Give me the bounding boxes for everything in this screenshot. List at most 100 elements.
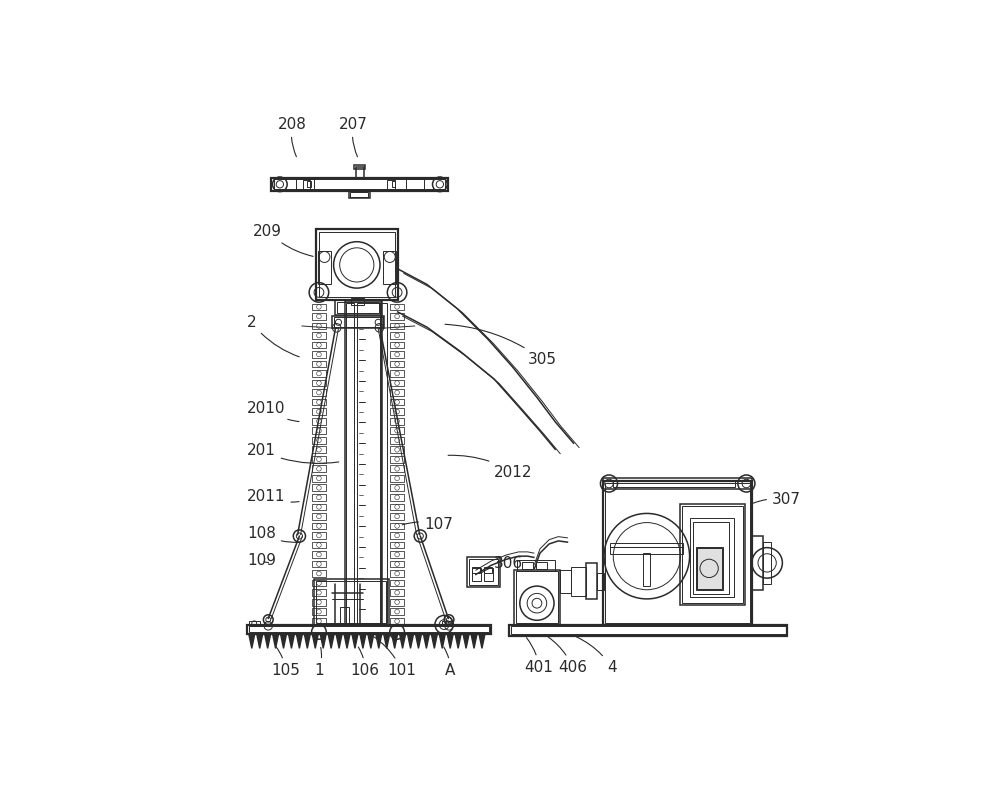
Bar [390, 551, 404, 558]
Bar [603, 478, 752, 489]
Bar [390, 523, 404, 529]
Polygon shape [296, 634, 302, 649]
Bar [274, 179, 445, 190]
Bar [312, 351, 326, 358]
Bar [390, 504, 404, 510]
Bar [643, 553, 650, 586]
Bar [467, 557, 500, 587]
Bar [603, 481, 752, 625]
Bar [337, 301, 379, 313]
Polygon shape [312, 634, 318, 649]
Text: 401: 401 [525, 638, 554, 675]
Bar [312, 504, 326, 510]
Polygon shape [423, 634, 429, 649]
Bar [312, 427, 326, 434]
Polygon shape [455, 634, 461, 649]
Bar [312, 618, 326, 625]
Bar [334, 317, 383, 328]
Bar [390, 332, 404, 339]
Bar [383, 251, 396, 285]
Polygon shape [400, 634, 406, 649]
Bar [752, 536, 763, 590]
Bar [390, 542, 404, 548]
Bar [312, 513, 326, 519]
Text: 2011: 2011 [247, 489, 299, 504]
Polygon shape [344, 634, 350, 649]
Bar [314, 579, 389, 625]
Bar [516, 572, 558, 623]
Bar [312, 589, 326, 596]
Bar [390, 580, 404, 587]
Bar [312, 551, 326, 558]
Bar [312, 332, 326, 339]
Bar [390, 304, 404, 310]
Bar [390, 361, 404, 367]
Bar [356, 167, 364, 178]
Bar [387, 180, 395, 189]
Polygon shape [280, 634, 287, 649]
Bar [390, 599, 404, 606]
Text: 2010: 2010 [247, 400, 299, 422]
Bar [442, 621, 453, 626]
Text: 209: 209 [253, 224, 313, 256]
Bar [390, 323, 404, 329]
Polygon shape [304, 634, 310, 649]
Bar [560, 569, 571, 593]
Polygon shape [471, 634, 477, 649]
Bar [312, 323, 326, 329]
Bar [597, 573, 604, 590]
Bar [390, 532, 404, 538]
Bar [484, 567, 492, 573]
Bar [536, 561, 547, 569]
Bar [312, 446, 326, 453]
Bar [312, 561, 326, 568]
Polygon shape [431, 634, 437, 649]
Polygon shape [392, 634, 398, 649]
Text: 207: 207 [338, 117, 367, 157]
Bar [390, 427, 404, 434]
Bar [390, 475, 404, 481]
Bar [312, 361, 326, 367]
Bar [319, 232, 395, 297]
Bar [312, 418, 326, 424]
Bar [271, 178, 448, 191]
Bar [697, 548, 722, 588]
Bar [312, 437, 326, 443]
Polygon shape [328, 634, 334, 649]
Polygon shape [265, 634, 271, 649]
Bar [522, 561, 533, 569]
Bar [312, 580, 326, 587]
Text: 307: 307 [753, 492, 801, 508]
Text: 2012: 2012 [448, 455, 533, 480]
Bar [350, 192, 368, 197]
Bar [312, 389, 326, 396]
Bar [312, 485, 326, 491]
Polygon shape [447, 634, 453, 649]
Bar [472, 567, 480, 573]
Bar [390, 456, 404, 462]
Bar [390, 437, 404, 443]
Bar [307, 182, 311, 187]
Bar [390, 418, 404, 424]
Bar [390, 351, 404, 358]
Bar [390, 370, 404, 377]
Bar [303, 180, 310, 189]
Bar [406, 179, 424, 190]
Bar [390, 589, 404, 596]
Bar [312, 570, 326, 577]
Polygon shape [288, 634, 295, 649]
Bar [335, 300, 381, 315]
Bar [514, 569, 560, 625]
Bar [312, 599, 326, 606]
Bar [509, 625, 787, 635]
Bar [316, 580, 386, 623]
Bar [613, 480, 735, 487]
Bar [469, 559, 498, 585]
Bar [571, 566, 586, 596]
Bar [390, 389, 404, 396]
Bar [610, 543, 683, 547]
Bar [316, 229, 398, 300]
Polygon shape [415, 634, 422, 649]
Bar [312, 542, 326, 548]
Bar [693, 522, 729, 594]
